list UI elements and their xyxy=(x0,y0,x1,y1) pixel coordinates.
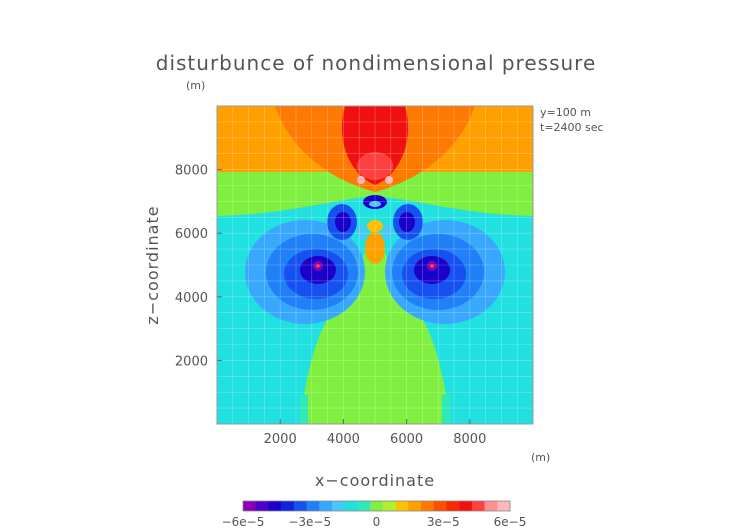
colorbar-swatch xyxy=(332,501,346,511)
info-y-label: y=100 m xyxy=(540,106,591,119)
colorbar-tick-label: −3e−5 xyxy=(288,515,331,529)
pressure-field xyxy=(217,106,533,424)
colorbar-tick-label: 0 xyxy=(373,515,381,529)
colorbar xyxy=(243,501,511,511)
colorbar-swatch xyxy=(421,501,435,511)
y-tick-label: 2000 xyxy=(175,354,208,369)
colorbar-swatch xyxy=(370,501,384,511)
x-tick-label: 4000 xyxy=(327,432,360,447)
colorbar-swatch xyxy=(408,501,422,511)
y-tick-label: 4000 xyxy=(175,291,208,306)
y-tick-label: 6000 xyxy=(175,227,208,242)
x-axis: 2000 4000 6000 8000 xyxy=(264,419,486,447)
grid-lines xyxy=(217,106,533,424)
colorbar-swatch xyxy=(281,501,295,511)
colorbar-swatch xyxy=(243,501,257,511)
colorbar-swatch xyxy=(382,501,396,511)
colorbar-swatch xyxy=(433,501,447,511)
y-unit-label: (m) xyxy=(186,79,205,92)
colorbar-swatch xyxy=(471,501,485,511)
x-tick-label: 8000 xyxy=(453,432,486,447)
x-tick-label: 2000 xyxy=(264,432,297,447)
colorbar-swatch xyxy=(344,501,358,511)
chart-title: disturbunce of nondimensional pressure xyxy=(156,51,597,75)
colorbar-tick-label: −6e−5 xyxy=(222,515,265,529)
colorbar-tick-label: 6e−5 xyxy=(494,515,527,529)
x-unit-label: (m) xyxy=(531,451,550,464)
colorbar-swatch xyxy=(268,501,282,511)
colorbar-swatch xyxy=(357,501,371,511)
colorbar-swatch xyxy=(497,501,511,511)
x-axis-label: x−coordinate xyxy=(315,471,435,490)
y-axis-label: z−coordinate xyxy=(143,205,162,324)
colorbar-swatch xyxy=(395,501,409,511)
y-tick-label: 8000 xyxy=(175,164,208,179)
colorbar-swatch xyxy=(484,501,498,511)
colorbar-frame xyxy=(242,500,511,512)
colorbar-tick-label: 3e−5 xyxy=(427,515,460,529)
y-axis: 2000 4000 6000 8000 xyxy=(175,164,222,369)
info-t-label: t=2400 sec xyxy=(540,121,604,134)
colorbar-swatch xyxy=(306,501,320,511)
plot-frame xyxy=(216,105,534,425)
colorbar-swatch xyxy=(319,501,333,511)
colorbar-swatch xyxy=(255,501,269,511)
x-tick-label: 6000 xyxy=(390,432,423,447)
colorbar-swatch xyxy=(459,501,473,511)
colorbar-swatch xyxy=(446,501,460,511)
colorbar-ticks: −6e−5 −3e−5 0 3e−5 6e−5 xyxy=(222,515,527,529)
colorbar-swatch xyxy=(293,501,307,511)
